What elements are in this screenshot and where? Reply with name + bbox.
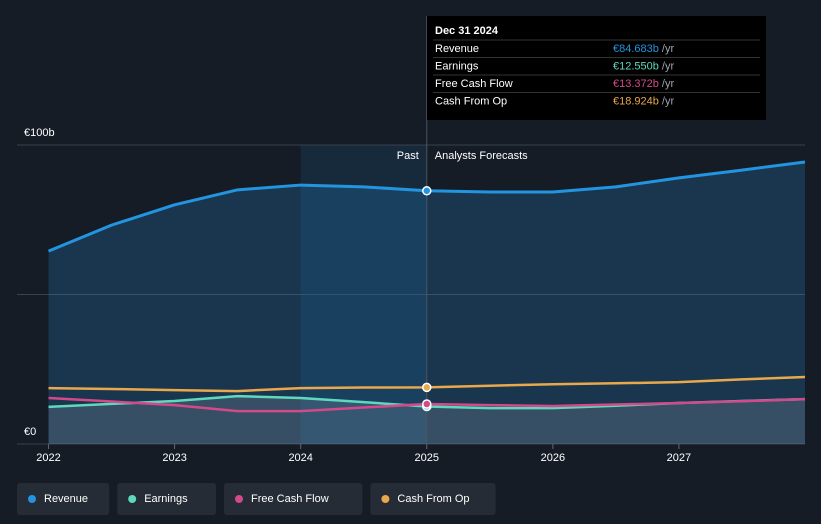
legend-swatch [28,495,36,503]
forecast-label: Analysts Forecasts [435,150,528,162]
hover-dot [422,186,432,196]
tooltip-name: Cash From Op [435,95,507,107]
legend-box[interactable] [370,483,496,515]
legend-swatch [235,495,243,503]
legend-box[interactable] [117,483,216,515]
legend-item[interactable]: Earnings [117,483,216,515]
y-tick-label: €0 [24,426,36,438]
tooltip-value-number: €13.372b [613,78,659,90]
legend-item[interactable]: Free Cash Flow [224,483,363,515]
tooltip-value: €13.372b/yr [613,78,674,90]
x-tick-label: 2022 [36,452,60,464]
tooltip-name: Free Cash Flow [435,78,513,90]
tooltip-unit: /yr [662,95,675,107]
tooltip-title: Dec 31 2024 [435,25,499,37]
y-tick-label: €100b [24,127,55,139]
tooltip-value: €18.924b/yr [613,95,674,107]
tooltip-value: €12.550b/yr [613,60,674,72]
legend-item[interactable]: Revenue [17,483,110,515]
tooltip-value: €84.683b/yr [613,43,674,55]
x-tick-label: 2026 [541,452,565,464]
legend-box[interactable] [17,483,110,515]
legend-item[interactable]: Cash From Op [370,483,496,515]
x-tick-label: 2025 [415,452,439,464]
tooltip-unit: /yr [662,43,675,55]
legend-swatch [381,495,390,503]
tooltip-value-number: €18.924b [613,95,659,107]
tooltip-unit: /yr [662,78,675,90]
x-tick-label: 2023 [162,452,186,464]
legend-label: Cash From Op [397,493,469,505]
legend-label: Revenue [44,493,88,505]
hover-dot [422,399,432,409]
legend-swatch [128,495,137,503]
x-tick-label: 2024 [288,452,312,464]
legend-label: Free Cash Flow [251,493,329,505]
legend-box[interactable] [224,483,363,515]
legend-label: Earnings [144,493,188,505]
tooltip-unit: /yr [662,60,675,72]
x-tick-label: 2027 [667,452,691,464]
tooltip-box [427,16,766,120]
tooltip-value-number: €12.550b [613,60,659,72]
past-label: Past [397,150,419,162]
tooltip-name: Earnings [435,60,479,72]
hover-dot [422,382,432,393]
tooltip-value-number: €84.683b [613,43,659,55]
tooltip-name: Revenue [435,43,479,55]
